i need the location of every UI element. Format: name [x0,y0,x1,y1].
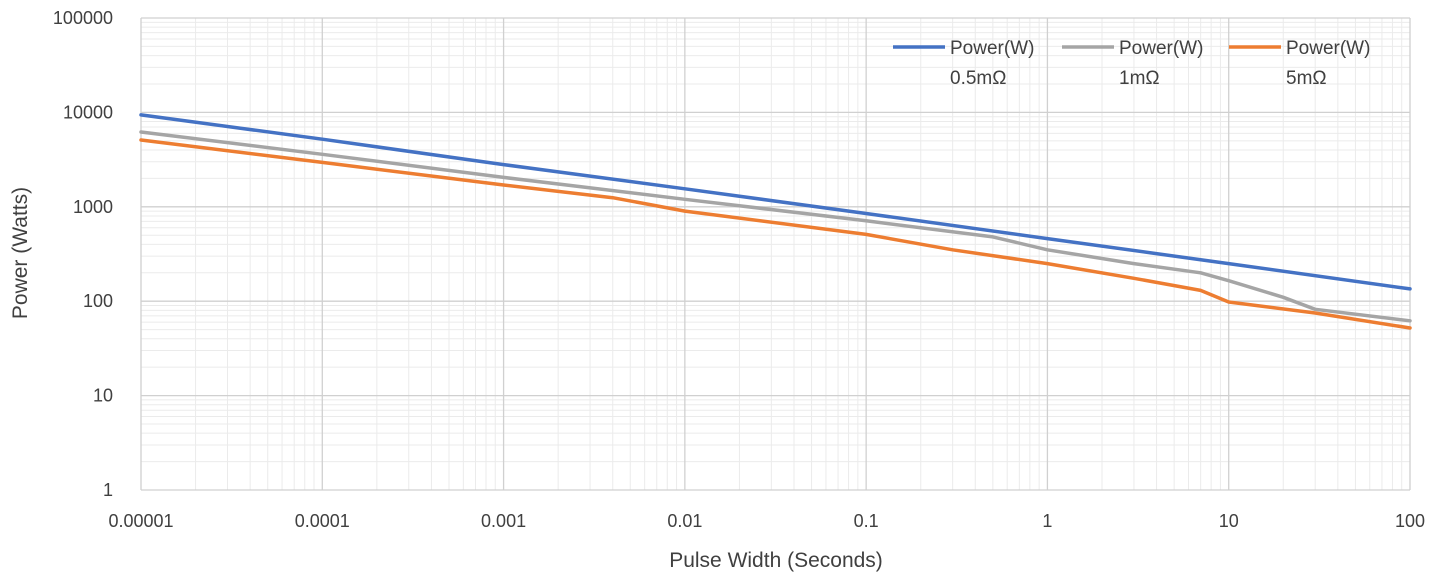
major-gridlines [140,17,1411,491]
x-tick-label: 0.1 [854,511,879,531]
x-tick-label: 0.00001 [108,511,173,531]
x-tick-label: 10 [1219,511,1239,531]
y-axis-title: Power (Watts) [9,187,32,319]
y-tick-label: 100000 [53,8,113,28]
legend-label-1: 0.5mΩ [950,68,1006,89]
x-tick-label: 1 [1042,511,1052,531]
legend-label-3: Power(W) [1286,38,1370,59]
series-line-2 [139,130,1412,323]
y-tick-label: 10000 [63,102,113,122]
x-axis-ticks: 0.00001 0.0001 0.001 0.01 0.1 1 10 100 [108,511,1425,531]
x-tick-label: 100 [1395,511,1425,531]
x-tick-label: 0.01 [667,511,702,531]
x-tick-label: 0.001 [481,511,526,531]
series-line-1 [139,113,1412,291]
y-tick-label: 1 [103,480,113,500]
x-tick-label: 0.0001 [295,511,350,531]
y-tick-label: 100 [83,291,113,311]
legend: Power(W) 0.5mΩ Power(W) 1mΩ Power(W) 5mΩ [893,38,1370,89]
y-axis-ticks: 1 10 100 1000 10000 100000 [53,8,113,500]
series-line-3 [139,138,1412,330]
series-lines [139,113,1412,330]
legend-label-1: Power(W) [950,38,1034,59]
legend-label-2: Power(W) [1119,38,1203,59]
x-axis-title: Pulse Width (Seconds) [669,549,883,572]
legend-label-3: 5mΩ [1286,68,1327,89]
y-tick-label: 10 [93,386,113,406]
legend-label-2: 1mΩ [1119,68,1160,89]
y-tick-label: 1000 [73,197,113,217]
minor-gridlines [141,18,1410,490]
